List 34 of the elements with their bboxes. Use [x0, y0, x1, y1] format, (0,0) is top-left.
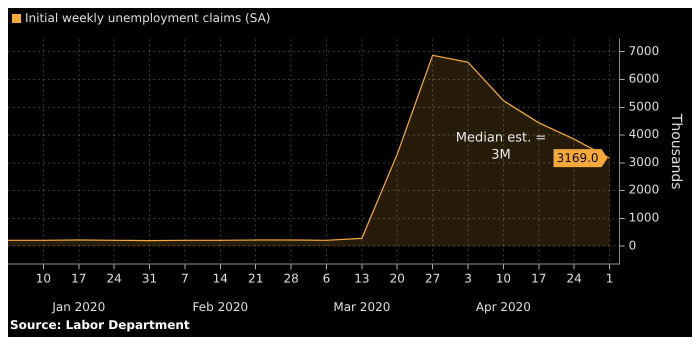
legend-label: Initial weekly unemployment claims (SA) [25, 11, 270, 25]
y-tick-label: 6000 [628, 72, 660, 86]
x-tick-label: 28 [283, 272, 299, 286]
x2-tick-label: Jan 2020 [51, 300, 106, 314]
x-tick-label: 7 [181, 272, 189, 286]
x-tick-label: 20 [390, 272, 405, 286]
y-tick-label: 2000 [628, 182, 660, 197]
x-tick-label: 13 [354, 272, 370, 286]
y-tick-label: 4000 [628, 127, 660, 142]
x-tick-label: 14 [212, 272, 228, 286]
x2-tick-label: Apr 2020 [476, 300, 531, 314]
x-tick-label: 10 [496, 272, 512, 286]
x-tick-label: 31 [142, 272, 158, 286]
y-tick-label: 1000 [628, 210, 660, 224]
x-tick-label: 24 [566, 272, 582, 286]
source-note: Source: Labor Department [9, 318, 191, 332]
x2-tick-label: Feb 2020 [192, 300, 248, 314]
x-tick-label: 24 [106, 272, 122, 286]
x-tick-label: 3 [464, 272, 472, 286]
y-tick-label: 7000 [628, 44, 660, 58]
y-tick-label: 3000 [628, 154, 660, 169]
x-tick-label: 10 [36, 272, 52, 286]
x-tick-label: 17 [531, 272, 546, 286]
y-tick-label: 5000 [628, 99, 660, 114]
y-tick-label: 0 [628, 238, 636, 252]
annotation: Median est. = 3M [456, 130, 546, 163]
x-tick-label: 17 [71, 272, 86, 286]
data-label: 3169.0 [556, 151, 599, 166]
x-tick-label: 21 [248, 272, 264, 286]
y-axis-title: Thousands [668, 112, 684, 190]
x-tick-label: 27 [424, 272, 440, 286]
x-tick-label: 6 [322, 272, 330, 286]
x-tick-label: 1 [606, 272, 614, 286]
x2-tick-label: Mar 2020 [333, 300, 390, 314]
